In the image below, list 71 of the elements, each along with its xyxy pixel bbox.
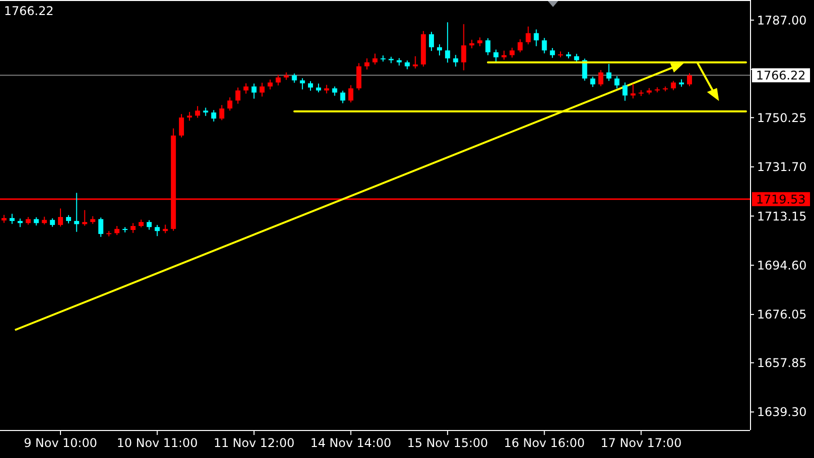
candlestick — [308, 80, 313, 92]
candlestick — [300, 78, 305, 90]
candlestick — [630, 83, 636, 99]
candlestick — [195, 106, 200, 118]
candlestick — [687, 72, 692, 87]
y-tick-label: 1750.25 — [757, 110, 807, 125]
candlestick — [372, 53, 378, 65]
candlestick — [154, 224, 160, 237]
candlestick — [574, 53, 580, 64]
candlestick — [622, 82, 628, 102]
candlestick — [58, 208, 63, 228]
candlestick — [235, 87, 240, 104]
candlestick — [276, 74, 281, 86]
candlestick — [453, 54, 458, 68]
annotation: 1766.22 — [4, 4, 54, 18]
candlestick — [332, 86, 338, 96]
candlestick — [243, 82, 248, 94]
candlestick — [146, 220, 152, 230]
candlestick — [114, 226, 120, 236]
y-tick-label: 1676.05 — [757, 308, 807, 322]
y-tick-label: 1787.00 — [757, 13, 807, 28]
candlestick — [670, 80, 676, 91]
y-tick-label: 1694.60 — [757, 258, 807, 272]
x-tick-label: 17 Nov 17:00 — [600, 436, 682, 450]
candlestick — [437, 44, 442, 56]
x-tick-label: 9 Nov 10:00 — [24, 436, 98, 450]
candlestick — [606, 63, 612, 82]
y-tick-label: 1639.30 — [757, 405, 807, 420]
candlestick — [412, 56, 418, 69]
candlestick — [268, 79, 273, 90]
candlestick — [227, 96, 232, 112]
candlestick — [82, 210, 88, 226]
candlestick — [445, 22, 450, 64]
candlestick — [485, 38, 490, 56]
candlestick — [219, 104, 224, 121]
x-tick-label: 14 Nov 14:00 — [310, 436, 392, 450]
x-tick-label: 10 Nov 11:00 — [116, 436, 198, 450]
ref-line-label: 1719.53 — [756, 192, 806, 206]
candlestick — [252, 83, 257, 100]
candlestick — [493, 49, 498, 62]
candlestick — [98, 217, 104, 238]
candlestick — [10, 213, 15, 224]
candlestick — [502, 50, 507, 60]
ref-line-label: 1766.22 — [756, 68, 806, 82]
candlestick — [526, 26, 531, 45]
candlestick — [614, 76, 620, 89]
x-tick-label: 11 Nov 12:00 — [214, 436, 294, 450]
candlestick — [598, 70, 604, 87]
candlestick — [74, 192, 80, 232]
candlestick — [550, 48, 555, 58]
candlestick — [356, 62, 362, 91]
candlestick — [292, 72, 297, 84]
candlestick — [340, 90, 346, 104]
y-tick-label: 1713.15 — [757, 209, 807, 224]
candlestick — [260, 82, 265, 98]
y-tick-label: 1731.70 — [757, 160, 807, 174]
x-tick-label: 16 Nov 16:00 — [504, 436, 585, 450]
candlestick — [518, 38, 523, 53]
candlestick — [428, 31, 434, 52]
candlestick — [542, 37, 547, 54]
candlestick — [590, 76, 596, 88]
candlestick — [364, 58, 370, 70]
candlestick — [130, 222, 136, 234]
candlestick — [348, 84, 354, 103]
y-tick-label: 1657.85 — [757, 356, 807, 370]
candlestick — [461, 24, 466, 71]
x-tick-label: 15 Nov 15:00 — [407, 436, 488, 450]
candlestick — [211, 110, 216, 122]
candlestick — [178, 114, 184, 138]
candlestick — [534, 28, 539, 47]
candlestick — [510, 47, 515, 58]
